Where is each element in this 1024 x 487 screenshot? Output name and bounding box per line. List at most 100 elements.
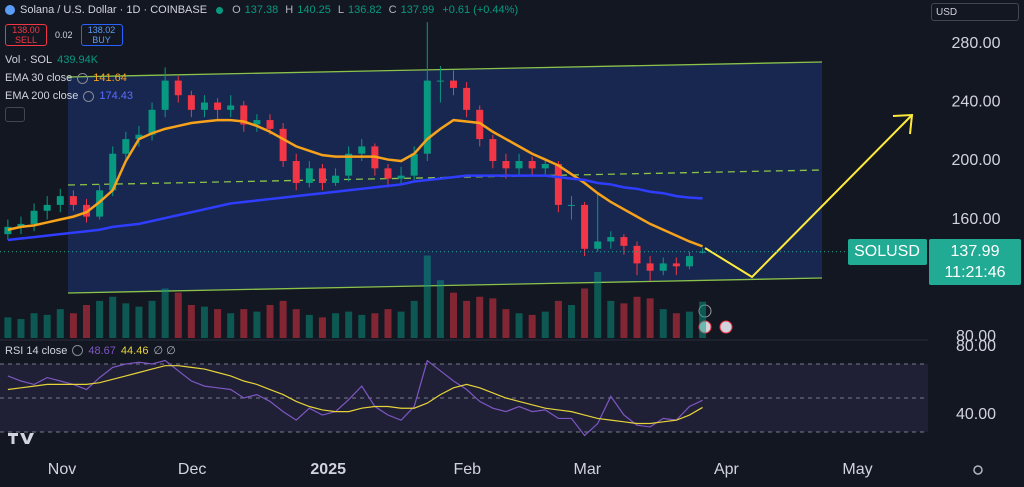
ohlc-value: 137.38 <box>244 4 279 16</box>
volume-bar <box>122 303 130 338</box>
volume-bar <box>646 298 654 338</box>
arrow-head <box>892 113 914 135</box>
volume-bar <box>502 309 510 338</box>
channel-bottom <box>67 277 823 294</box>
volume-bar <box>266 305 274 338</box>
volume-bar <box>423 255 431 338</box>
volume-bar <box>187 305 195 338</box>
sell-button[interactable]: 138.00 SELL <box>5 24 47 46</box>
ema30-legend: EMA 30 close 141.64 <box>5 72 127 84</box>
volume-bar <box>109 296 117 338</box>
volume-bar <box>345 311 353 338</box>
candle-body <box>292 161 300 183</box>
candle-body <box>109 153 117 191</box>
candle-body <box>672 263 680 267</box>
candle-body <box>541 163 549 169</box>
candle-body <box>397 175 405 179</box>
volume-bar <box>305 314 313 338</box>
legend-icon[interactable] <box>77 72 89 84</box>
candle-body <box>436 80 444 82</box>
price-tag-countdown: 11:21:46 <box>944 264 1005 281</box>
volume-bar <box>541 311 549 338</box>
collapse-button[interactable] <box>5 107 25 122</box>
sell-price: 138.00 <box>12 25 40 35</box>
legend-value: 48.67 <box>88 344 116 357</box>
volume-bar <box>4 317 12 338</box>
legend-icon[interactable] <box>83 90 95 102</box>
ohlc-value: 140.25 <box>297 4 331 16</box>
volume-bar <box>17 319 25 338</box>
x-tick-label: Dec <box>178 461 206 478</box>
candle-body <box>187 95 195 110</box>
header: Solana / U.S. Dollar · 1D · COINBASE O 13… <box>5 4 518 16</box>
candle-body <box>318 168 326 183</box>
candle-body <box>581 204 589 249</box>
candle-body <box>528 161 536 169</box>
buy-price: 138.02 <box>87 25 116 35</box>
candle-body <box>554 163 562 205</box>
symbol-tag <box>848 239 927 265</box>
volume-bar <box>240 309 248 338</box>
volume-bar <box>463 300 471 338</box>
candle-body <box>489 139 497 162</box>
legend-ma-value: 44.46 <box>120 344 149 357</box>
candle-body <box>200 102 208 110</box>
volume-bar <box>227 313 235 338</box>
volume-bar <box>69 313 77 338</box>
ohlc-key: H <box>285 4 294 16</box>
buy-button[interactable]: 138.02 BUY <box>80 24 123 46</box>
change: +0.61 (+0.44%) <box>442 4 519 16</box>
volume-bar <box>397 311 405 338</box>
candle-body <box>515 161 523 169</box>
indicator-line <box>7 174 703 242</box>
candle-body <box>358 146 366 154</box>
candle-body <box>410 153 418 176</box>
status-dot <box>216 6 224 14</box>
candle-body <box>332 175 340 183</box>
candle-body <box>4 226 12 235</box>
candle-body <box>646 263 654 271</box>
candle-body <box>214 102 222 110</box>
candle-body <box>607 237 615 242</box>
volume-bar <box>43 314 51 338</box>
volume-bar <box>174 292 182 338</box>
x-tick-label: Feb <box>453 461 481 478</box>
volume-bar <box>161 288 169 338</box>
y-tick-label: 160.00 <box>952 211 1001 228</box>
legend-label: EMA 200 close <box>5 90 79 102</box>
settings-icon[interactable] <box>973 465 983 475</box>
buy-label: BUY <box>92 35 111 45</box>
event-flag[interactable] <box>719 320 733 334</box>
x-tick-label: 2025 <box>310 461 346 478</box>
volume-bar <box>292 309 300 338</box>
volume-bar <box>515 313 523 338</box>
candle-body <box>594 241 602 249</box>
candle-body <box>227 105 235 110</box>
candle-body <box>17 223 25 227</box>
y-tick-label: 240.00 <box>952 94 1001 111</box>
volume-bar <box>528 314 536 338</box>
indicator-line <box>7 118 703 248</box>
volume-bar <box>279 300 287 338</box>
volume-bar <box>332 313 340 338</box>
logo[interactable] <box>8 433 34 444</box>
spread: 0.02 <box>55 30 73 40</box>
candle-body <box>305 168 313 183</box>
candle-body <box>685 256 693 267</box>
candle-body <box>122 139 130 154</box>
candle-body <box>56 196 64 205</box>
volume-bar <box>620 303 628 338</box>
volume-bar <box>633 296 641 338</box>
y-tick-label: 200.00 <box>952 152 1001 169</box>
currency-select[interactable]: USD <box>931 3 1019 21</box>
legend-label: EMA 30 close <box>5 72 73 84</box>
legend-icon[interactable] <box>72 345 84 356</box>
volume-bar <box>436 280 444 338</box>
volume-bar <box>567 305 575 338</box>
candle-body <box>135 134 143 140</box>
volume-bar <box>56 309 64 338</box>
price-tag-price: 137.99 <box>951 243 1000 260</box>
volume-bar <box>358 314 366 338</box>
candle-body <box>633 245 641 264</box>
ohlc-key: L <box>337 4 345 16</box>
